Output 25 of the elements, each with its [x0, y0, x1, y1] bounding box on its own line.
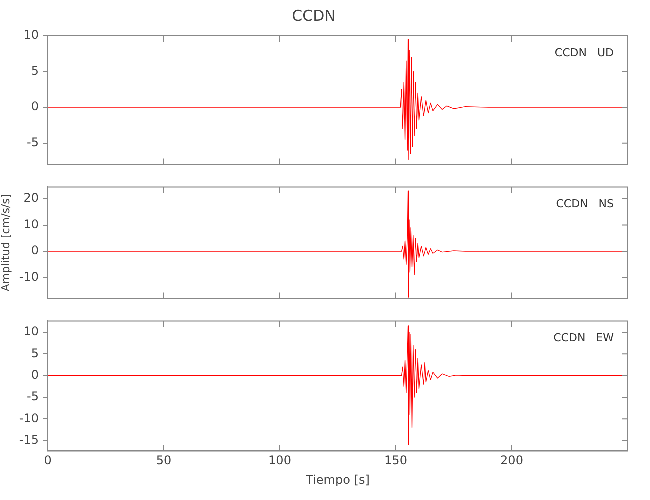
y-tick-label: 5: [31, 64, 39, 78]
annotation: CCDN NS: [556, 198, 614, 211]
y-tick-label: 10: [24, 324, 39, 339]
chart-title: CCDN: [292, 6, 336, 25]
annotation: CCDN UD: [554, 46, 614, 60]
y-axis-title: Amplitud [cm/s/s]: [0, 194, 12, 292]
x-tick-label: 150: [384, 454, 408, 468]
y-tick-label: -5: [27, 135, 39, 150]
y-tick-label: -5: [27, 390, 39, 404]
x-tick-label: 200: [500, 454, 524, 468]
x-tick-label: 0: [44, 454, 52, 468]
x-tick-label: 50: [156, 454, 172, 468]
y-tick-label: 0: [31, 368, 39, 382]
x-tick-label: 100: [268, 454, 292, 468]
y-tick-label: -10: [19, 411, 39, 426]
x-axis-title: Tiempo [s]: [305, 472, 370, 487]
annotation: CCDN EW: [554, 332, 614, 345]
y-tick-label: 10: [24, 217, 39, 232]
y-tick-label: -15: [19, 432, 39, 447]
y-tick-label: 0: [31, 244, 39, 258]
y-tick-label: 20: [24, 191, 39, 206]
y-tick-label: 10: [24, 28, 39, 42]
y-tick-label: 0: [31, 100, 39, 114]
y-tick-label: -10: [19, 270, 39, 284]
y-tick-label: 5: [31, 346, 39, 360]
